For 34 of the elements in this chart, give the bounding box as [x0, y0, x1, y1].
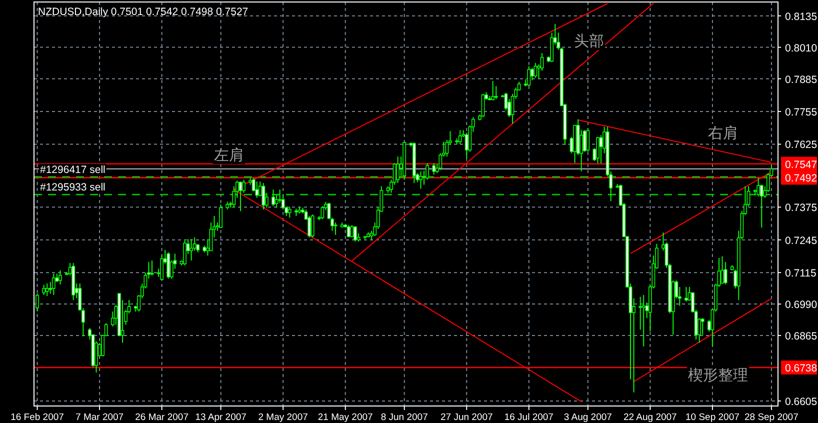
y-tick-label: 0.7115: [785, 268, 816, 280]
annotation: 右肩: [708, 124, 738, 142]
annotation: 左肩: [214, 146, 244, 164]
x-tick-label: 26 Mar 2007: [135, 412, 188, 423]
x-tick-label: 13 Apr 2007: [195, 412, 246, 423]
y-tick-label: 0.8135: [785, 10, 818, 23]
y-tick-label: 0.6605: [785, 396, 818, 408]
y-tick-label: 0.6990: [785, 299, 818, 312]
y-tick-label: 0.8010: [785, 42, 818, 54]
y-tick-label: 0.7885: [785, 74, 818, 86]
ref-line-label: 0.7492: [785, 172, 818, 185]
y-tick-label: 0.7755: [785, 106, 818, 118]
ref-line-label: #1296417 sell: [40, 164, 106, 176]
x-tick-label: 27 Jun 2007: [440, 412, 493, 423]
x-tick-label: 7 Mar 2007: [76, 412, 124, 423]
ref-line-label: #1295933 sell: [40, 182, 106, 194]
x-tick-label: 28 Sep 2007: [744, 412, 798, 423]
x-tick-label: 2 May 2007: [258, 412, 308, 423]
x-tick-label: 22 Aug 2007: [623, 412, 677, 423]
ref-line-label: 0.7547: [785, 158, 818, 171]
x-tick-label: 8 Jun 2007: [380, 412, 428, 423]
x-tick-label: 16 Jul 2007: [504, 412, 554, 423]
y-tick-label: 0.7245: [785, 234, 818, 247]
annotation: 楔形整理: [688, 366, 748, 384]
annotation: 头部: [574, 32, 604, 50]
x-tick-label: 3 Aug 2007: [564, 412, 612, 423]
y-tick-label: 0.7625: [785, 139, 818, 152]
x-tick-label: 10 Sep 2007: [686, 412, 740, 423]
y-tick-label: 0.7375: [785, 202, 818, 214]
ref-line-label: 0.6738: [785, 362, 818, 374]
x-tick-label: 16 Feb 2007: [10, 412, 64, 423]
y-tick-label: 0.6865: [785, 330, 818, 343]
x-tick-label: 21 May 2007: [318, 412, 373, 423]
chart-title: NZDUSD,Daily 0.7501 0.7542 0.7498 0.7527: [38, 6, 248, 18]
